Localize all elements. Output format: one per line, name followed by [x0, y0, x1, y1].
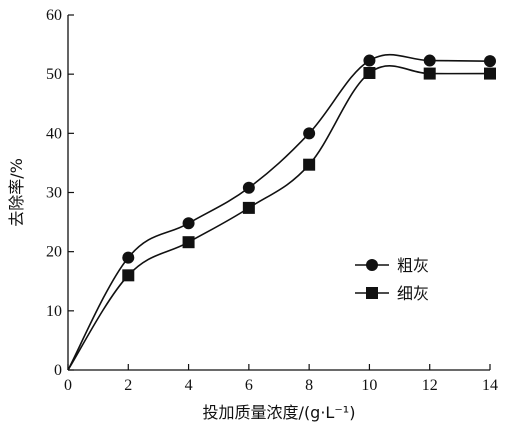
series-2 [67, 65, 496, 371]
data-point-circle [182, 217, 195, 230]
x-tick-label: 12 [422, 377, 438, 394]
x-tick-label: 4 [185, 377, 193, 394]
data-point-square [303, 158, 316, 171]
data-point-square [182, 236, 195, 249]
x-tick-label: 14 [482, 377, 498, 394]
legend-label: 细灰 [397, 284, 429, 303]
x-tick-label: 2 [124, 377, 132, 394]
data-point-circle [363, 54, 376, 67]
series-layer [67, 53, 496, 371]
data-point-circle [122, 251, 135, 264]
x-tick-label: 0 [64, 377, 72, 394]
y-tick-label: 0 [54, 362, 62, 379]
y-tick-label: 40 [46, 125, 62, 142]
x-tick-label: 10 [361, 377, 377, 394]
data-point-square [242, 201, 255, 214]
data-point-square [484, 67, 496, 80]
series-line [67, 65, 491, 371]
series-line [67, 53, 491, 371]
data-point-circle [242, 181, 255, 194]
series-1 [67, 53, 496, 371]
legend-marker [366, 287, 378, 299]
data-point-circle [303, 127, 316, 140]
y-axis-title: 去除率/% [7, 158, 26, 227]
y-tick-label: 10 [46, 303, 62, 320]
data-point-square [363, 66, 376, 79]
x-axis-title: 投加质量浓度/(g·L⁻¹) [203, 403, 356, 422]
y-tick-label: 30 [46, 185, 62, 202]
axes: 0 2 4 6 8 10 12 14 0 10 20 30 40 50 60 [46, 7, 498, 394]
x-tick-label: 8 [305, 377, 313, 394]
data-point-circle [423, 54, 436, 67]
data-point-circle [484, 55, 496, 68]
data-point-square [423, 67, 436, 80]
y-tick-label: 20 [46, 244, 62, 261]
y-tick-label: 50 [46, 66, 62, 83]
legend-label: 粗灰 [397, 256, 429, 275]
legend-item: 粗灰 [355, 256, 429, 275]
y-tick-label: 60 [46, 7, 62, 24]
legend-marker [366, 259, 378, 271]
x-tick-label: 6 [245, 377, 253, 394]
legend-item: 细灰 [355, 284, 429, 303]
data-point-square [122, 269, 135, 282]
